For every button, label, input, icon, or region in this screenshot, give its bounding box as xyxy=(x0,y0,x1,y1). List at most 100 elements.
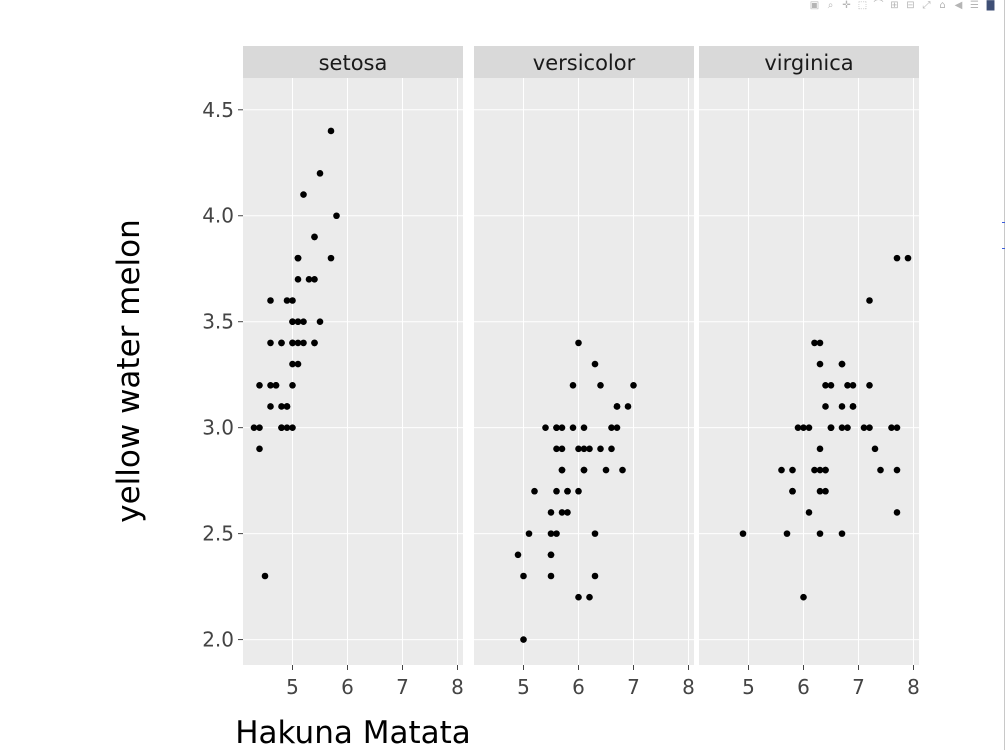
scatter-point[interactable] xyxy=(300,339,307,347)
scatter-point[interactable] xyxy=(575,339,582,347)
box-select-icon[interactable]: ⬚ xyxy=(857,0,868,11)
scatter-point[interactable] xyxy=(558,445,566,453)
scatter-point[interactable] xyxy=(531,487,538,495)
scatter-point[interactable] xyxy=(866,424,873,431)
scatter-point[interactable] xyxy=(619,466,626,474)
scatter-point[interactable] xyxy=(294,254,302,262)
scatter-point[interactable] xyxy=(289,318,296,326)
scatter-point[interactable] xyxy=(800,424,807,431)
scatter-point[interactable] xyxy=(591,530,599,537)
scatter-point[interactable] xyxy=(327,127,335,135)
scatter-point[interactable] xyxy=(586,593,593,601)
scatter-point[interactable] xyxy=(316,318,324,326)
scatter-point[interactable] xyxy=(893,254,901,262)
scatter-point[interactable] xyxy=(893,509,901,516)
scatter-point[interactable] xyxy=(256,445,263,453)
scatter-point[interactable] xyxy=(805,509,813,516)
scatter-point[interactable] xyxy=(272,381,280,389)
zoom-out-icon[interactable]: ⊟ xyxy=(906,0,915,11)
scatter-point[interactable] xyxy=(256,424,263,431)
scatter-point[interactable] xyxy=(608,424,615,431)
scatter-point[interactable] xyxy=(278,403,285,410)
scatter-point[interactable] xyxy=(827,424,835,431)
scatter-point[interactable] xyxy=(278,339,285,347)
scatter-point[interactable] xyxy=(613,403,621,410)
hover-closest-icon[interactable]: ◀ xyxy=(954,0,963,11)
scatter-point[interactable] xyxy=(311,339,318,347)
scatter-point[interactable] xyxy=(289,424,296,431)
scatter-point[interactable] xyxy=(816,339,824,347)
scatter-point[interactable] xyxy=(849,403,857,410)
scatter-point[interactable] xyxy=(553,530,560,537)
scatter-point[interactable] xyxy=(871,445,879,453)
plotly-logo-icon[interactable]: ▇ xyxy=(986,0,995,11)
scatter-point[interactable] xyxy=(580,424,588,431)
scatter-point[interactable] xyxy=(591,572,599,580)
scatter-point[interactable] xyxy=(844,381,851,389)
scatter-point[interactable] xyxy=(514,551,522,559)
scatter-point[interactable] xyxy=(591,360,599,368)
scatter-point[interactable] xyxy=(739,530,747,537)
scatter-point[interactable] xyxy=(333,212,340,220)
scatter-point[interactable] xyxy=(811,339,818,347)
scatter-point[interactable] xyxy=(844,424,851,431)
scatter-point[interactable] xyxy=(866,381,873,389)
scatter-point[interactable] xyxy=(327,254,335,262)
scatter-point[interactable] xyxy=(547,572,555,580)
scatter-point[interactable] xyxy=(602,466,610,474)
scatter-point[interactable] xyxy=(800,593,807,601)
scatter-point[interactable] xyxy=(267,339,274,347)
scatter-point[interactable] xyxy=(283,297,291,304)
scatter-point[interactable] xyxy=(520,572,527,580)
scatter-point[interactable] xyxy=(558,509,566,516)
scatter-point[interactable] xyxy=(267,381,274,389)
scatter-point[interactable] xyxy=(597,381,604,389)
scatter-point[interactable] xyxy=(877,466,884,474)
scatter-point[interactable] xyxy=(305,276,313,283)
scatter-point[interactable] xyxy=(575,445,582,453)
scatter-point[interactable] xyxy=(294,360,302,368)
scatter-point[interactable] xyxy=(564,509,571,516)
scatter-point[interactable] xyxy=(778,466,785,474)
scatter-point[interactable] xyxy=(547,509,555,516)
scatter-point[interactable] xyxy=(783,530,791,537)
scatter-point[interactable] xyxy=(613,424,621,431)
zoom-icon[interactable]: ⌕ xyxy=(827,0,834,11)
scatter-point[interactable] xyxy=(294,276,302,283)
scatter-point[interactable] xyxy=(816,530,824,537)
scatter-point[interactable] xyxy=(580,445,588,453)
scatter-point[interactable] xyxy=(294,339,302,347)
scatter-point[interactable] xyxy=(300,191,307,198)
hover-compare-icon[interactable]: ☰ xyxy=(970,0,979,11)
scatter-point[interactable] xyxy=(580,466,588,474)
scatter-point[interactable] xyxy=(525,530,533,537)
scatter-point[interactable] xyxy=(250,424,258,431)
scatter-point[interactable] xyxy=(316,170,324,177)
scatter-point[interactable] xyxy=(904,254,912,262)
scatter-point[interactable] xyxy=(789,487,796,495)
scatter-point[interactable] xyxy=(558,466,566,474)
scatter-point[interactable] xyxy=(520,636,527,643)
scatter-point[interactable] xyxy=(289,360,296,368)
scatter-point[interactable] xyxy=(849,381,857,389)
scatter-point[interactable] xyxy=(558,424,566,431)
scatter-point[interactable] xyxy=(794,424,802,431)
scatter-point[interactable] xyxy=(569,381,577,389)
scatter-point[interactable] xyxy=(805,424,813,431)
scatter-point[interactable] xyxy=(624,403,632,410)
scatter-point[interactable] xyxy=(838,424,846,431)
scatter-point[interactable] xyxy=(838,403,846,410)
scatter-point[interactable] xyxy=(586,445,593,453)
scatter-point[interactable] xyxy=(300,318,307,326)
scatter-point[interactable] xyxy=(289,339,296,347)
scatter-point[interactable] xyxy=(597,445,604,453)
scatter-point[interactable] xyxy=(267,403,274,410)
autoscale-icon[interactable]: ⤢ xyxy=(922,0,931,11)
scatter-point[interactable] xyxy=(822,381,829,389)
scatter-point[interactable] xyxy=(838,360,846,368)
lasso-icon[interactable]: ⌒ xyxy=(873,0,884,11)
scatter-point[interactable] xyxy=(289,297,296,304)
scatter-point[interactable] xyxy=(311,276,318,283)
scatter-point[interactable] xyxy=(888,424,895,431)
scatter-point[interactable] xyxy=(789,466,796,474)
